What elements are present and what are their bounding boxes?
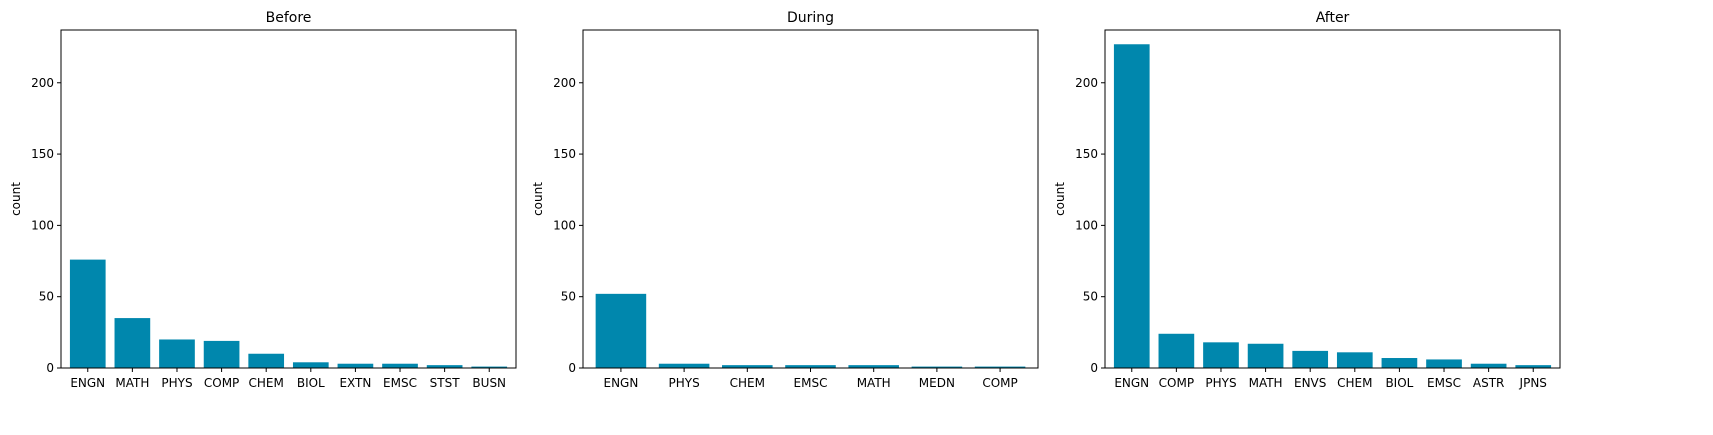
chart-title: After — [1316, 10, 1350, 26]
bar-jpns — [1515, 365, 1552, 368]
plot-frame — [582, 29, 1039, 369]
bar-engn — [595, 293, 647, 368]
chart-panel-after: ENGN COMP PHYS MATH ENVS CHEM BIOL EMSC ASTR JPNS… — [1053, 10, 1561, 390]
y-tick-label: 200 — [31, 76, 54, 90]
x-tick-label: ENGN — [603, 376, 638, 390]
bar-stst — [426, 365, 463, 368]
bar-comp — [974, 366, 1026, 368]
bar-biol — [1381, 358, 1418, 368]
bar-phys — [159, 339, 195, 368]
plot-frame — [60, 29, 517, 369]
x-tick-label: EXTN — [339, 376, 371, 390]
y-axis-label: count — [531, 182, 545, 216]
bar-emsc — [785, 365, 836, 368]
y-tick-label: 50 — [39, 290, 54, 304]
x-tick-label: EMSC — [1427, 376, 1461, 390]
y-tick-label: 0 — [46, 361, 54, 375]
bar-engn — [1113, 44, 1150, 369]
x-tick-label: ENVS — [1294, 376, 1326, 390]
bar-chem — [722, 365, 773, 368]
bar-comp — [1158, 333, 1195, 368]
bar-phys — [1203, 342, 1239, 368]
y-tick-label: 100 — [1075, 218, 1098, 232]
bar-extn — [337, 363, 374, 368]
bar-phys — [658, 363, 710, 368]
y-tick-label: 150 — [553, 147, 576, 161]
x-tick-label: CHEM — [730, 376, 765, 390]
y-tick-label: 0 — [568, 361, 576, 375]
x-tick-label: ASTR — [1473, 376, 1505, 390]
x-tick-label: CHEM — [249, 376, 284, 390]
x-tick-label: MATH — [857, 376, 891, 390]
chart-panel-before: ENGN MATH PHYS COMP CHEM BIOL EXTN EMSC STST BUSN… — [9, 10, 517, 390]
y-tick-label: 150 — [31, 147, 54, 161]
x-tick-label: COMP — [982, 376, 1017, 390]
y-axis-label: count — [1053, 182, 1067, 216]
x-tick-label: COMP — [204, 376, 239, 390]
x-tick-label: PHYS — [161, 376, 192, 390]
y-tick-label: 100 — [553, 218, 576, 232]
x-tick-label: MATH — [1249, 376, 1283, 390]
x-tick-label: BIOL — [297, 376, 325, 390]
bar-math — [1247, 343, 1284, 368]
bar-chem — [248, 353, 285, 368]
y-tick-label: 150 — [1075, 147, 1098, 161]
x-tick-label: MEDN — [919, 376, 955, 390]
bar-envs — [1292, 350, 1329, 368]
x-tick-label: CHEM — [1337, 376, 1372, 390]
x-tick-label: EMSC — [794, 376, 828, 390]
chart-panel-during: ENGN PHYS CHEM EMSC MATH MEDN COMP 0 50 100 150 200… — [531, 10, 1039, 390]
y-tick-label: 100 — [31, 218, 54, 232]
bar-astr — [1470, 363, 1507, 368]
x-tick-label: ENGN — [70, 376, 105, 390]
y-axis-label: count — [9, 182, 23, 216]
bar-math — [848, 365, 899, 368]
x-tick-label: MATH — [115, 376, 149, 390]
x-tick-label: ENGN — [1114, 376, 1149, 390]
x-tick-label: PHYS — [1205, 376, 1236, 390]
y-tick-label: 0 — [1090, 361, 1098, 375]
x-tick-label: BUSN — [472, 376, 506, 390]
bar-chem — [1336, 352, 1373, 368]
bar-math — [114, 318, 151, 368]
x-tick-label: BIOL — [1385, 376, 1413, 390]
chart-title: Before — [266, 10, 312, 26]
y-tick-label: 50 — [561, 290, 576, 304]
x-tick-label: JPNS — [1519, 376, 1547, 390]
bar-engn — [69, 259, 106, 368]
bar-biol — [292, 362, 329, 368]
y-tick-label: 200 — [1075, 76, 1098, 90]
x-tick-label: STST — [430, 376, 461, 390]
bar-medn — [911, 366, 963, 368]
plot-frame — [1104, 29, 1561, 369]
y-tick-label: 200 — [553, 76, 576, 90]
bar-emsc — [382, 363, 418, 368]
bar-comp — [203, 340, 240, 368]
x-tick-label: PHYS — [669, 376, 700, 390]
x-tick-label: COMP — [1159, 376, 1194, 390]
chart-title: During — [787, 10, 834, 26]
bar-busn — [471, 366, 508, 368]
bar-emsc — [1426, 359, 1462, 368]
x-tick-label: EMSC — [383, 376, 417, 390]
y-tick-label: 50 — [1083, 290, 1098, 304]
